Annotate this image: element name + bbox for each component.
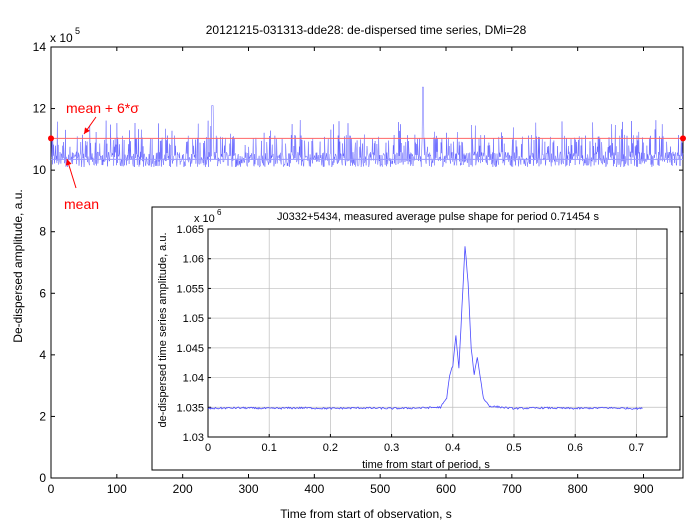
y-tick-label: 0: [39, 471, 46, 485]
inset-plot-frame: [207, 228, 668, 438]
x-tick-label: 0: [48, 482, 55, 496]
y-multiplier-exponent: 5: [75, 26, 80, 36]
chart-title: 20121215-031313-dde28: de-dispersed time…: [206, 23, 527, 37]
inset-x-tick-label: 0.4: [445, 442, 460, 454]
inset-x-tick-label: 0.5: [506, 442, 521, 454]
annotation-mean: mean: [64, 196, 99, 212]
inset-y-tick-label: 1.045: [176, 343, 204, 355]
inset-y-tick-label: 1.055: [176, 283, 204, 295]
inset-y-tick-label: 1.05: [183, 313, 204, 325]
x-tick-label: 900: [633, 482, 653, 496]
y-tick-label: 2: [39, 409, 46, 423]
arrow-mean-head: [65, 159, 72, 166]
y-tick-label: 8: [39, 225, 46, 239]
plot-frame: [50, 46, 684, 479]
inset-y-multiplier-base: x 10: [194, 213, 215, 225]
y-tick-label: 10: [33, 163, 47, 177]
inset-ticks: 0 0.1 0.2 0.3 0.4 0.5 0.6 0.7 1.03 1.035 1.04 1.045…: [176, 224, 644, 454]
inset-series: [207, 246, 643, 411]
inset-y-multiplier-exponent: 6: [217, 208, 222, 217]
threshold-marker-left: [48, 135, 54, 142]
inset-y-tick-label: 1.035: [176, 402, 204, 414]
main-series: [48, 86, 686, 168]
inset-series-pulse-shape: [207, 246, 643, 411]
x-tick-label: 200: [173, 482, 193, 496]
annotations: mean + 6*σ mean: [64, 100, 139, 212]
main-ticks: 0 100 200 300 400 500 600 700 800 900 0 2 4 6 8 10 12 14: [33, 40, 683, 496]
inset-title: J0332+5434, measured average pulse shape…: [277, 211, 599, 223]
annotation-mean-plus-6-sigma: mean + 6*σ: [66, 100, 139, 116]
x-tick-label: 400: [304, 482, 324, 496]
threshold-marker-right: [680, 135, 686, 142]
inset-y-axis-title: de-dispersed time series amplitude, a.u.: [157, 232, 169, 427]
inset-x-tick-label: 0.7: [629, 442, 644, 454]
x-tick-label: 600: [436, 482, 456, 496]
x-tick-label: 300: [238, 482, 258, 496]
x-tick-label: 100: [107, 482, 127, 496]
inset-x-tick-label: 0.2: [323, 442, 338, 454]
main-axes: [50, 46, 684, 479]
y-multiplier-base: x 10: [50, 31, 73, 45]
inset-panel: [151, 206, 681, 471]
inset-y-tick-label: 1.03: [183, 432, 204, 444]
inset-y-tick-label: 1.04: [183, 373, 204, 385]
inset-x-tick-label: 0.1: [262, 442, 277, 454]
x-tick-label: 800: [568, 482, 588, 496]
y-tick-label: 4: [39, 348, 46, 362]
inset-chart: J0332+5434, measured average pulse shape…: [151, 206, 681, 471]
inset-x-tick-label: 0.3: [384, 442, 399, 454]
x-tick-label: 500: [370, 482, 390, 496]
inset-x-axis-title: time from start of period, s: [362, 459, 490, 471]
y-multiplier: x 10 5: [50, 26, 80, 45]
y-axis-title: De-dispersed amplitude, a.u.: [11, 189, 25, 342]
x-tick-label: 700: [502, 482, 522, 496]
y-tick-label: 12: [33, 102, 47, 116]
y-tick-label: 6: [39, 286, 46, 300]
arrow-mean-plus-6-sigma-head: [84, 127, 90, 134]
y-tick-label: 14: [33, 40, 47, 54]
x-axis-title: Time from start of observation, s: [280, 507, 452, 521]
series-time-series: [50, 86, 684, 168]
inset-x-tick-label: 0.6: [568, 442, 583, 454]
inset-y-tick-label: 1.06: [183, 254, 204, 266]
inset-y-multiplier: x 10 6: [194, 208, 222, 225]
inset-y-tick-label: 1.065: [176, 224, 204, 236]
inset-axes: [207, 228, 668, 438]
inset-x-tick-label: 0: [205, 442, 211, 454]
